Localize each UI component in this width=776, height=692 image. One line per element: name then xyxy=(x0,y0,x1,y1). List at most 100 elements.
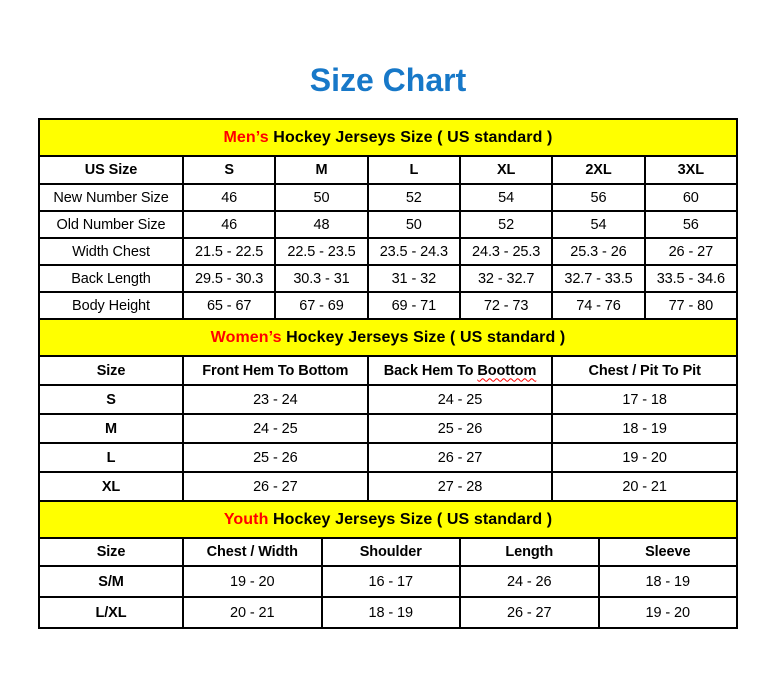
youth-row: L/XL 20 - 21 18 - 19 26 - 27 19 - 20 xyxy=(38,596,738,629)
womens-banner-text: Hockey Jerseys Size ( US standard ) xyxy=(281,329,566,346)
youth-cell: 19 - 20 xyxy=(597,596,738,629)
womens-row: L 25 - 26 26 - 27 19 - 20 xyxy=(38,442,738,473)
mens-cell: 31 - 32 xyxy=(366,264,461,293)
mens-cell: 77 - 80 xyxy=(643,291,739,320)
youth-column-header: Shoulder xyxy=(320,537,461,567)
womens-cell: 25 - 26 xyxy=(182,442,369,473)
mens-row-label: Back Length xyxy=(38,264,184,293)
youth-cell: 24 - 26 xyxy=(459,565,600,598)
mens-row: Body Height 65 - 67 67 - 69 69 - 71 72 - 73 7… xyxy=(38,291,739,320)
mens-cell: 22.5 - 23.5 xyxy=(274,237,369,266)
mens-cell: 32 - 32.7 xyxy=(458,264,554,293)
mens-cell: 46 xyxy=(181,183,277,212)
mens-table: US Size S M L XL 2XL 3XL New Number Size 46 50 52 5… xyxy=(38,155,739,320)
page-title: Size Chart xyxy=(309,62,467,98)
youth-cell: 18 - 19 xyxy=(320,596,461,629)
womens-cell: 19 - 20 xyxy=(551,442,738,473)
mens-cell: 30.3 - 31 xyxy=(274,264,369,293)
youth-row: S/M 19 - 20 16 - 17 24 - 26 18 - 19 xyxy=(38,565,738,598)
mens-cell: 50 xyxy=(274,183,369,212)
youth-cell: 16 - 17 xyxy=(320,565,461,598)
mens-cell: 25.3 - 26 xyxy=(551,237,646,266)
youth-section: Youth Hockey Jerseys Size ( US standard … xyxy=(38,500,738,629)
mens-cell: 52 xyxy=(366,183,461,212)
mens-cell: 54 xyxy=(458,183,554,212)
mens-row-label: Body Height xyxy=(38,291,184,320)
womens-header-row: Size Front Hem To Bottom Back Hem To Boott… xyxy=(38,355,738,386)
youth-header-row: Size Chest / Width Shoulder Length Sleeve xyxy=(38,537,738,567)
womens-cell: 20 - 21 xyxy=(551,471,738,502)
womens-column-header: Chest / Pit To Pit xyxy=(551,355,738,386)
womens-cell: 25 - 26 xyxy=(366,413,554,444)
youth-cell: 19 - 20 xyxy=(182,565,323,598)
womens-cell: 23 - 24 xyxy=(182,384,369,415)
mens-cell: 52 xyxy=(458,210,554,239)
womens-cell: 26 - 27 xyxy=(366,442,554,473)
mens-row: New Number Size 46 50 52 54 56 60 xyxy=(38,183,739,212)
mens-column-header: 2XL xyxy=(551,155,646,185)
mens-cell: 26 - 27 xyxy=(643,237,739,266)
womens-cell: 26 - 27 xyxy=(182,471,369,502)
mens-column-header: S xyxy=(181,155,277,185)
womens-section: Women’s Hockey Jerseys Size ( US standar… xyxy=(38,318,738,502)
womens-cell: 24 - 25 xyxy=(182,413,369,444)
womens-table: Size Front Hem To Bottom Back Hem To Boott… xyxy=(38,355,738,502)
youth-column-header: Length xyxy=(459,537,600,567)
mens-column-header: US Size xyxy=(38,155,184,185)
mens-cell: 54 xyxy=(551,210,646,239)
mens-cell: 32.7 - 33.5 xyxy=(551,264,646,293)
youth-row-label: S/M xyxy=(38,565,184,598)
youth-column-header: Sleeve xyxy=(597,537,738,567)
womens-row-label: M xyxy=(38,413,184,444)
womens-row-label: XL xyxy=(38,471,184,502)
mens-cell: 50 xyxy=(366,210,461,239)
mens-cell: 56 xyxy=(643,210,739,239)
mens-cell: 69 - 71 xyxy=(366,291,461,320)
mens-cell: 67 - 69 xyxy=(274,291,369,320)
size-chart: Men’s Hockey Jerseys Size ( US standard … xyxy=(38,118,739,629)
mens-row: Old Number Size 46 48 50 52 54 56 xyxy=(38,210,739,239)
mens-cell: 46 xyxy=(181,210,277,239)
mens-row: Back Length 29.5 - 30.3 30.3 - 31 31 - 32 32… xyxy=(38,264,739,293)
youth-banner-text: Hockey Jerseys Size ( US standard ) xyxy=(268,511,553,528)
mens-cell: 60 xyxy=(643,183,739,212)
mens-cell: 33.5 - 34.6 xyxy=(643,264,739,293)
womens-column-header: Back Hem To Boottom xyxy=(366,355,554,386)
mens-column-header: 3XL xyxy=(643,155,739,185)
mens-cell: 56 xyxy=(551,183,646,212)
youth-column-header: Chest / Width xyxy=(182,537,323,567)
womens-cell: 17 - 18 xyxy=(551,384,738,415)
mens-banner-text: Hockey Jerseys Size ( US standard ) xyxy=(268,129,553,146)
mens-cell: 74 - 76 xyxy=(551,291,646,320)
mens-column-header: XL xyxy=(458,155,554,185)
womens-cell: 18 - 19 xyxy=(551,413,738,444)
mens-banner-highlight: Men’s xyxy=(223,129,269,146)
youth-cell: 26 - 27 xyxy=(459,596,600,629)
mens-cell: 72 - 73 xyxy=(458,291,554,320)
womens-banner-highlight: Women’s xyxy=(210,329,282,346)
womens-cell: 27 - 28 xyxy=(366,471,554,502)
mens-cell: 23.5 - 24.3 xyxy=(366,237,461,266)
womens-row: M 24 - 25 25 - 26 18 - 19 xyxy=(38,413,738,444)
youth-table: Size Chest / Width Shoulder Length Sleeve S/M… xyxy=(38,537,738,629)
mens-cell: 29.5 - 30.3 xyxy=(181,264,277,293)
mens-cell: 48 xyxy=(274,210,369,239)
womens-column-header: Size xyxy=(38,355,184,386)
youth-banner-highlight: Youth xyxy=(223,511,269,528)
womens-cell: 24 - 25 xyxy=(366,384,554,415)
youth-row-label: L/XL xyxy=(38,596,184,629)
mens-cell: 65 - 67 xyxy=(181,291,277,320)
mens-section: Men’s Hockey Jerseys Size ( US standard … xyxy=(38,118,739,320)
mens-cell: 21.5 - 22.5 xyxy=(181,237,277,266)
youth-column-header: Size xyxy=(38,537,184,567)
womens-row: S 23 - 24 24 - 25 17 - 18 xyxy=(38,384,738,415)
womens-row: XL 26 - 27 27 - 28 20 - 21 xyxy=(38,471,738,502)
mens-column-header: L xyxy=(366,155,461,185)
womens-row-label: L xyxy=(38,442,184,473)
womens-column-header: Front Hem To Bottom xyxy=(182,355,369,386)
womens-row-label: S xyxy=(38,384,184,415)
womens-banner: Women’s Hockey Jerseys Size ( US standar… xyxy=(38,318,738,357)
mens-cell: 24.3 - 25.3 xyxy=(458,237,554,266)
mens-column-header: M xyxy=(274,155,369,185)
youth-cell: 18 - 19 xyxy=(597,565,738,598)
